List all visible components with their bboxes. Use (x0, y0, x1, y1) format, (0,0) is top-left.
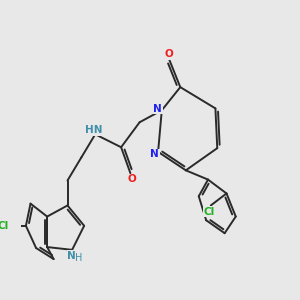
Text: N: N (150, 149, 159, 159)
Text: N: N (67, 251, 76, 261)
Text: Cl: Cl (204, 207, 215, 217)
Text: O: O (128, 174, 136, 184)
Text: N: N (153, 104, 162, 114)
Text: Cl: Cl (0, 221, 9, 231)
Text: H: H (75, 253, 83, 263)
Text: HN: HN (85, 125, 103, 135)
Text: O: O (165, 50, 174, 59)
